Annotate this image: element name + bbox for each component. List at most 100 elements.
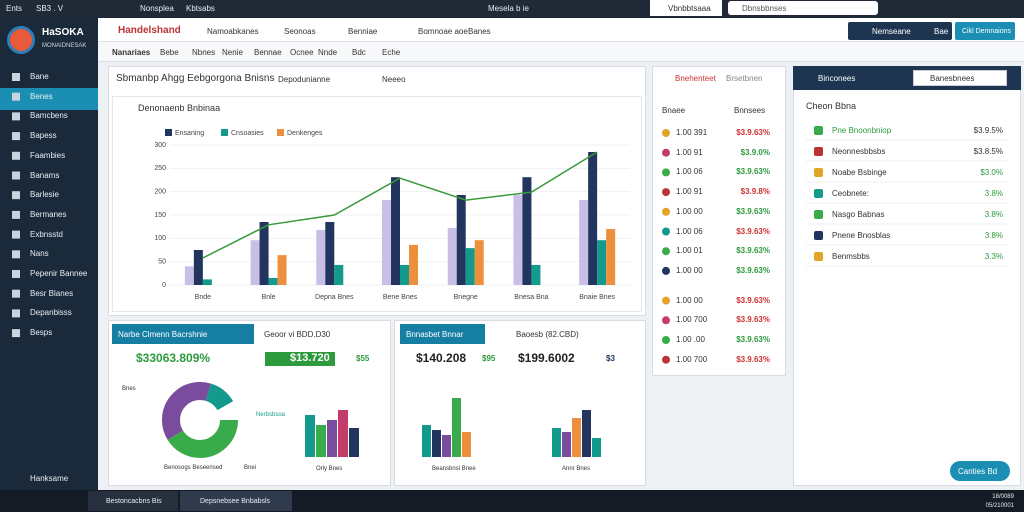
column-header: Bnnsees [734, 106, 766, 115]
row-name: 1.00 00 [676, 295, 703, 305]
subnav-item[interactable]: Eche [382, 48, 401, 57]
subnav-item[interactable]: Bebe [160, 48, 179, 57]
stat-small: $95 [482, 354, 496, 363]
y-tick-label: 250 [154, 165, 166, 172]
sidebar-item[interactable]: Nans [30, 249, 49, 259]
taskbar-app-label[interactable]: Depsnebsee Bnbabsls [200, 498, 271, 505]
select-text[interactable]: Banesbnees [930, 74, 975, 83]
header-button[interactable] [955, 22, 1015, 40]
sidebar-item[interactable]: Bane [30, 72, 49, 81]
subnav-bar [98, 42, 1024, 62]
subnav-item[interactable]: Nenie [222, 48, 243, 57]
row-value: $3.8.5% [973, 147, 1003, 156]
sidebar-item[interactable]: Depanbisss [30, 308, 72, 318]
sidebar-icon [12, 210, 20, 219]
nav-item[interactable]: Namoabkanes [207, 27, 259, 36]
row-icon [814, 147, 823, 156]
tab[interactable]: Ents [6, 4, 23, 13]
panel-subtitle: Baoesb (82.CBD) [516, 330, 579, 339]
y-tick-label: 200 [154, 189, 166, 196]
taskbar-app[interactable] [180, 491, 292, 511]
tab[interactable]: Nonsplea [140, 4, 174, 13]
row-icon [662, 355, 670, 364]
subnav-item[interactable]: Nanariaes [112, 48, 151, 57]
sidebar-item[interactable]: Bamcbens [30, 111, 68, 121]
subnav-item[interactable]: Bennae [254, 48, 282, 57]
window-title: Mesela b ie [488, 4, 529, 13]
row-value: $3.9.8% [740, 187, 770, 197]
select[interactable] [913, 70, 1007, 86]
sidebar-footer[interactable]: Hanksame [30, 474, 69, 483]
y-tick-label: 150 [154, 212, 166, 219]
nav-item[interactable]: Benniae [348, 27, 378, 36]
bar [562, 432, 571, 457]
sidebar-item[interactable]: Exbnsstd [30, 229, 63, 239]
row-value: $3.9.63% [736, 295, 770, 305]
row-value: $3.9.63% [736, 226, 770, 236]
row-name: 1.00 01 [676, 246, 703, 256]
bar [442, 435, 451, 457]
sidebar-icon [12, 309, 20, 318]
row-icon [662, 316, 670, 325]
subnav-item[interactable]: Bdc [352, 48, 366, 57]
nav-item[interactable]: Bomnoae aoe [418, 27, 468, 36]
row-name: Nasgo Babnas [832, 210, 885, 219]
bar [268, 278, 278, 285]
subnav-item[interactable]: Nnde [318, 48, 338, 57]
bar [382, 200, 391, 285]
sidebar-item[interactable]: Banams [30, 170, 60, 180]
nav-item[interactable]: Seonoas [284, 27, 316, 36]
address-text[interactable]: Dbnsbbnses [742, 4, 787, 13]
button[interactable]: Neeeo [382, 75, 406, 84]
y-tick-label: 50 [158, 259, 166, 266]
nav-item[interactable]: Banes [468, 27, 491, 36]
right-tab[interactable] [650, 0, 722, 16]
bar [250, 240, 260, 285]
sidebar-item[interactable]: Faambies [30, 150, 66, 160]
row-name: 1.00 00 [676, 206, 703, 216]
legend-label: Bnei [244, 465, 257, 471]
action-button[interactable] [950, 461, 1010, 481]
tab[interactable]: Brsetbnen [726, 74, 763, 83]
tab[interactable]: Kbtsabs [186, 4, 215, 13]
header-button-text[interactable]: Cikl Demnaions [962, 28, 1012, 35]
header-button-dark[interactable] [848, 22, 952, 40]
stat-small: $55 [356, 354, 370, 363]
row-value: $3.9.0% [740, 147, 770, 157]
address-bar[interactable] [728, 1, 878, 15]
sidebar-item[interactable]: Barlesie [30, 190, 59, 200]
row-value: $3.9.63% [736, 167, 770, 177]
taskbar-app[interactable] [88, 491, 178, 511]
sidebar-active[interactable] [0, 88, 98, 110]
tab[interactable]: SB3 . V [36, 4, 64, 13]
column-header: Bnaee [662, 106, 686, 115]
small-bars [305, 398, 601, 457]
dropdown[interactable]: Depodunianne [278, 75, 331, 84]
sidebar-item[interactable]: Benes [30, 91, 53, 101]
sidebar-icon [12, 191, 20, 200]
sidebar-icon [12, 250, 20, 259]
sidebar-icon [12, 270, 20, 278]
tab[interactable]: Vbnbbtsaaa [668, 4, 711, 13]
row-value: $3.9.63% [736, 206, 770, 216]
sidebar-item[interactable]: Bapess [30, 131, 57, 141]
row-icon [662, 168, 670, 177]
donut-segment [162, 382, 238, 458]
row-value: $3.9.63% [736, 246, 770, 256]
sidebar-item[interactable]: Besps [30, 328, 53, 338]
header-button-text[interactable]: Bae [934, 27, 949, 36]
taskbar-app-label[interactable]: Bestoncacbns Bis [106, 498, 162, 505]
sidebar-item[interactable]: Pepenir Bannee [30, 269, 88, 278]
subnav-item[interactable]: Ocnee [290, 48, 314, 57]
sidebar-item[interactable]: Besr Blanes [30, 288, 74, 298]
tab[interactable]: Bnehenteet [675, 74, 716, 83]
row-value: 3.8% [984, 189, 1003, 198]
x-tick-label: Bnaie Bnes [579, 294, 615, 301]
row-value: $3.9.5% [973, 126, 1003, 135]
header-button-text[interactable]: Nemseane [872, 27, 911, 36]
row-name: 1.00 00 [676, 265, 703, 275]
axis-label: Beansbnsl Bnee [432, 466, 476, 472]
button-text[interactable]: Canties Bd [958, 467, 998, 476]
subnav-item[interactable]: Nbnes [192, 48, 216, 57]
sidebar-item[interactable]: Bermanes [30, 209, 67, 219]
